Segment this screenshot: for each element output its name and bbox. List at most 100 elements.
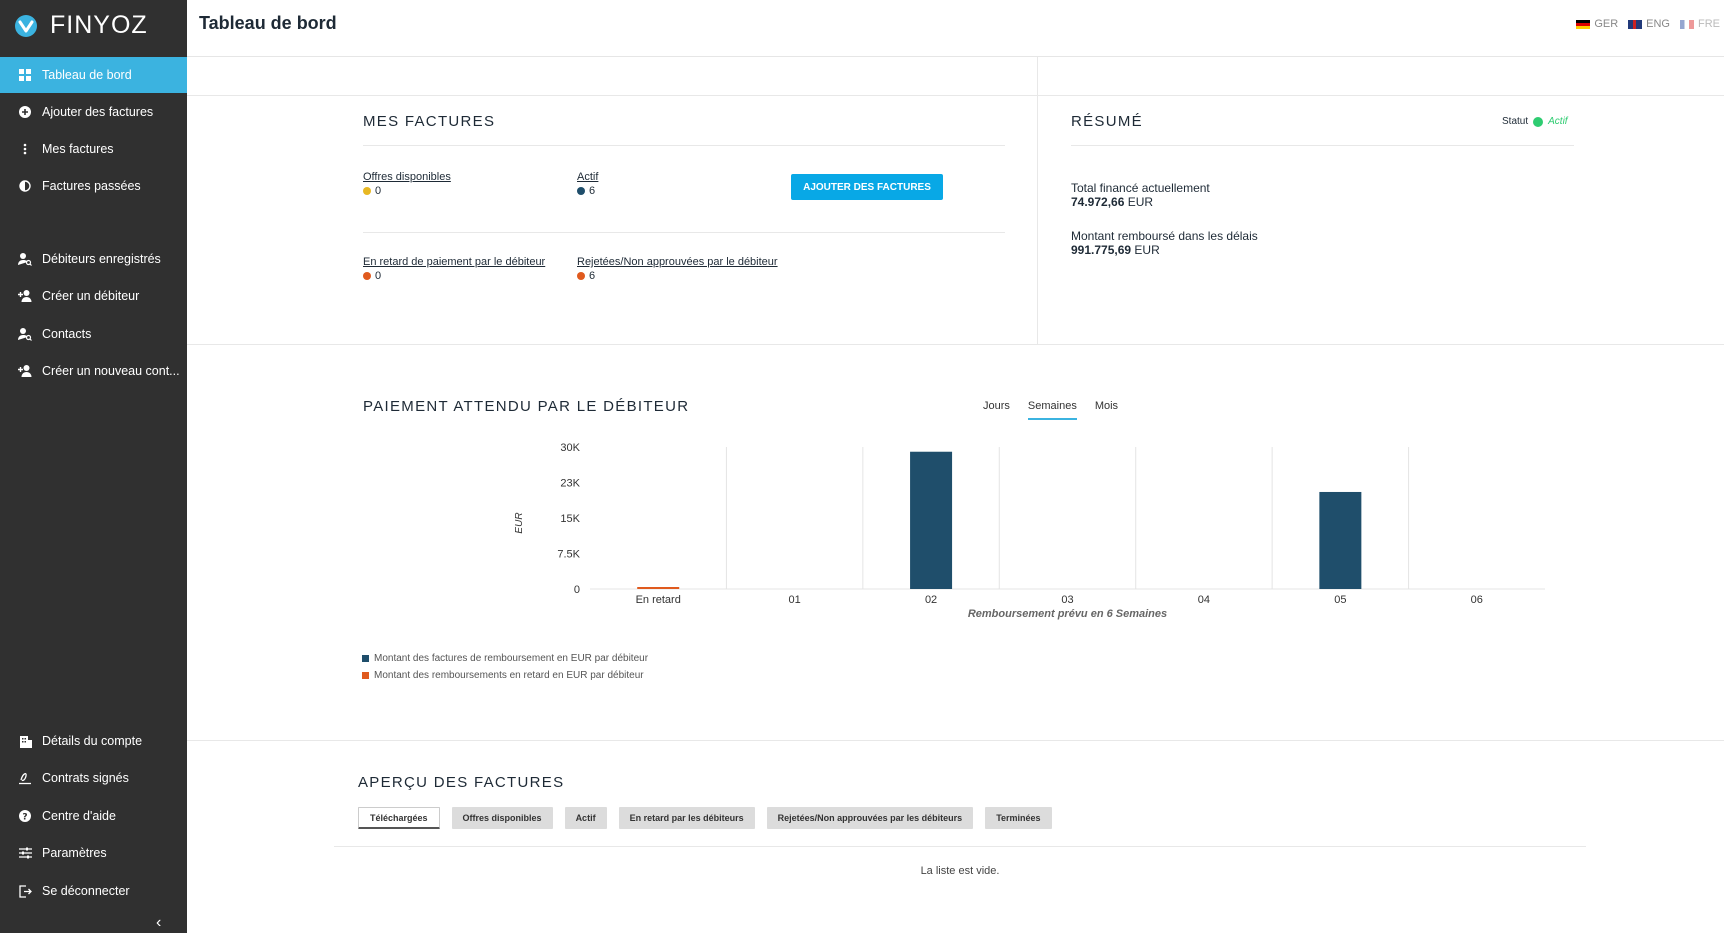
filter-rejected[interactable]: Rejetées/Non approuvées par les débiteur… [766, 807, 974, 829]
legend-label: Montant des remboursements en retard en … [374, 670, 644, 681]
filter-available-offers[interactable]: Offres disponibles [451, 807, 553, 829]
uk-flag-icon [1628, 19, 1643, 29]
currency: EUR [1134, 243, 1160, 257]
stat-late-payment[interactable]: En retard de paiement par le débiteur 0 [363, 256, 545, 282]
repaid-amount: 991.775,69 [1071, 243, 1132, 257]
sidebar-item-logout[interactable]: Se déconnecter [0, 873, 187, 909]
green-dot-icon [1533, 116, 1544, 127]
legend-swatch [362, 655, 369, 662]
sidebar-item-label: Contacts [42, 327, 92, 341]
sidebar-item-label: Tableau de bord [42, 68, 132, 82]
user-search-icon [18, 327, 32, 341]
lang-ger[interactable]: GER [1576, 18, 1618, 30]
sidebar-item-label: Contrats signés [42, 771, 129, 785]
sidebar-item-help-center[interactable]: ? Centre d'aide [0, 798, 187, 834]
bar [1319, 491, 1362, 589]
add-circle-icon [18, 105, 32, 119]
sidebar-item-label: Se déconnecter [42, 884, 130, 898]
stat-available-offers[interactable]: Offres disponibles 0 [363, 171, 451, 197]
sidebar: FINYOZ Tableau de bord Ajouter des factu… [0, 0, 187, 933]
dashboard-icon [18, 68, 32, 82]
y-tick-label: 30K [560, 442, 580, 454]
stat-label[interactable]: Rejetées/Non approuvées par le débiteur [577, 256, 778, 268]
collapse-sidebar-icon[interactable]: ‹ [156, 914, 162, 931]
sidebar-item-label: Débiteurs enregistrés [42, 252, 161, 266]
add-invoices-button[interactable]: AJOUTER DES FACTURES [791, 174, 943, 200]
yellow-dot-icon [363, 187, 371, 195]
german-flag-icon [1576, 19, 1591, 29]
sidebar-item-contacts[interactable]: Contacts [0, 316, 187, 352]
filter-late[interactable]: En retard par les débiteurs [618, 807, 755, 829]
x-tick-label: 03 [1061, 594, 1073, 606]
brand[interactable]: FINYOZ [14, 11, 148, 40]
sidebar-item-signed-contracts[interactable]: Contrats signés [0, 760, 187, 796]
stat-label[interactable]: Offres disponibles [363, 171, 451, 183]
sidebar-item-label: Créer un débiteur [42, 289, 140, 303]
help-icon: ? [18, 809, 32, 823]
legend-swatch [362, 672, 369, 679]
repaid-label: Montant remboursé dans les délais [1071, 229, 1258, 243]
signature-icon [18, 771, 32, 785]
sidebar-item-settings[interactable]: Paramètres [0, 835, 187, 871]
lang-fre[interactable]: FRE [1680, 18, 1720, 30]
lang-eng[interactable]: ENG [1628, 18, 1670, 30]
sidebar-item-my-invoices[interactable]: Mes factures [0, 131, 187, 167]
sidebar-item-label: Ajouter des factures [42, 105, 154, 119]
building-icon [18, 734, 32, 748]
bar [637, 587, 680, 589]
tab-weeks[interactable]: Semaines [1027, 400, 1077, 420]
repaid-on-time: Montant remboursé dans les délais 991.77… [1071, 229, 1258, 257]
svg-text:?: ? [22, 813, 27, 823]
stat-label[interactable]: En retard de paiement par le débiteur [363, 256, 546, 268]
y-tick-label: 0 [574, 584, 580, 596]
sidebar-item-create-contact[interactable]: Créer un nouveau cont... [0, 353, 187, 389]
legend-item: Montant des remboursements en retard en … [362, 670, 644, 681]
navy-dot-icon [577, 187, 585, 195]
logout-icon [18, 884, 32, 898]
currency: EUR [1127, 195, 1154, 209]
expected-payment-title: PAIEMENT ATTENDU PAR LE DÉBITEUR [363, 398, 690, 415]
sidebar-item-label: Détails du compte [42, 734, 143, 748]
divider [363, 232, 1005, 233]
stat-label[interactable]: Actif [577, 171, 599, 183]
divider [334, 846, 1586, 847]
my-invoices-title: MES FACTURES [363, 113, 496, 130]
divider [363, 145, 1005, 146]
divider [187, 95, 1724, 96]
sliders-icon [18, 846, 32, 860]
bar [910, 451, 953, 589]
lang-label: GER [1594, 18, 1619, 30]
orange-dot-icon [577, 272, 585, 280]
sidebar-item-create-debtor[interactable]: Créer un débiteur [0, 278, 187, 314]
divider [1037, 57, 1038, 345]
tab-days[interactable]: Jours [983, 400, 1010, 412]
sidebar-item-label: Factures passées [42, 179, 141, 193]
add-user-icon [18, 364, 32, 378]
stat-value: 0 [375, 270, 382, 282]
invoices-overview-title: APERÇU DES FACTURES [358, 774, 565, 791]
user-search-icon [18, 252, 32, 266]
stat-active[interactable]: Actif 6 [577, 171, 598, 197]
empty-list-message: La liste est vide. [920, 865, 1000, 877]
filter-completed[interactable]: Terminées [985, 807, 1052, 829]
sidebar-item-account-details[interactable]: Détails du compte [0, 723, 187, 759]
sidebar-item-dashboard[interactable]: Tableau de bord [0, 57, 187, 93]
brand-name: FINYOZ [50, 11, 148, 39]
half-circle-icon [18, 179, 32, 193]
x-tick-label: 01 [789, 594, 801, 606]
stat-rejected[interactable]: Rejetées/Non approuvées par le débiteur … [577, 256, 778, 282]
filter-active[interactable]: Actif [564, 807, 607, 829]
orange-dot-icon [363, 272, 371, 280]
x-tick-label: 06 [1471, 594, 1483, 606]
filter-uploaded[interactable]: Téléchargées [358, 807, 440, 829]
total-financed-amount: 74.972,66 [1071, 195, 1125, 209]
tab-months[interactable]: Mois [1094, 400, 1119, 412]
sidebar-item-past-invoices[interactable]: Factures passées [0, 168, 187, 204]
finyoz-logo-icon [15, 14, 37, 37]
sidebar-item-add-invoices[interactable]: Ajouter des factures [0, 94, 187, 130]
sidebar-item-registered-debtors[interactable]: Débiteurs enregistrés [0, 241, 187, 277]
sidebar-item-label: Paramètres [42, 846, 107, 860]
y-axis-label: EUR [514, 512, 525, 533]
x-tick-label: 05 [1334, 594, 1346, 606]
period-tabs: Jours Semaines Mois [983, 400, 1118, 420]
